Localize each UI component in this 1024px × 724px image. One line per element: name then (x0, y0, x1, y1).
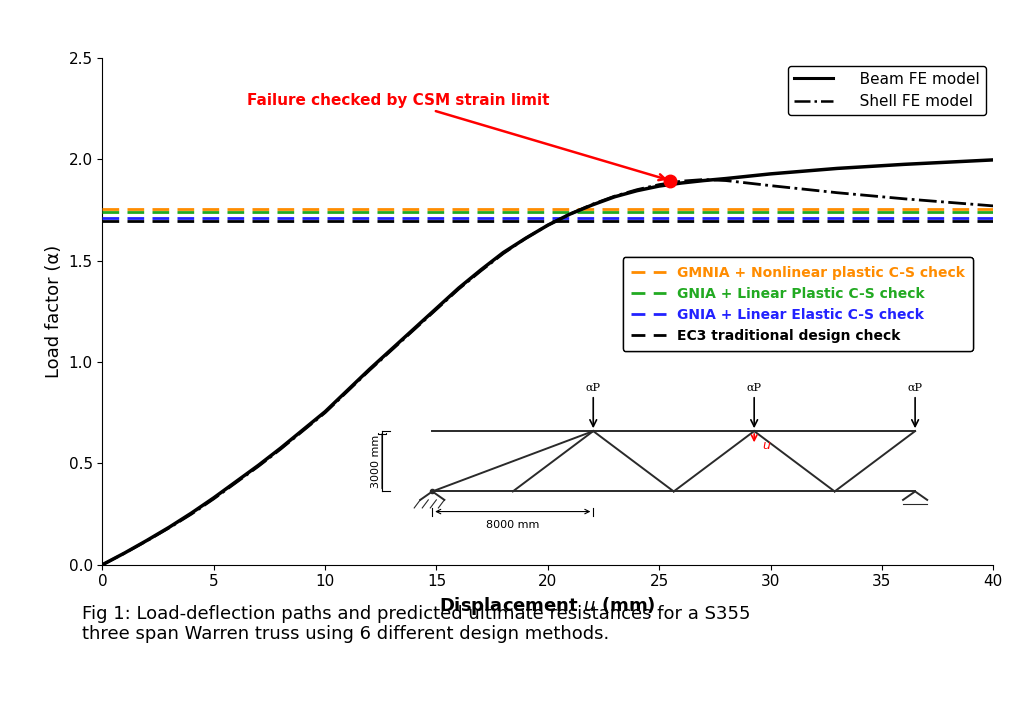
Text: Failure checked by CSM strain limit: Failure checked by CSM strain limit (247, 93, 665, 180)
Y-axis label: Load factor (α): Load factor (α) (45, 245, 63, 378)
X-axis label: Displacement $u$ (mm): Displacement $u$ (mm) (439, 595, 656, 617)
Legend: GMNIA + Nonlinear plastic C-S check, GNIA + Linear Plastic C-S check, GNIA + Lin: GMNIA + Nonlinear plastic C-S check, GNI… (623, 258, 973, 351)
Text: Fig 1: Load-deflection paths and predicted ultimate resistances for a S355
three: Fig 1: Load-deflection paths and predict… (82, 605, 751, 644)
